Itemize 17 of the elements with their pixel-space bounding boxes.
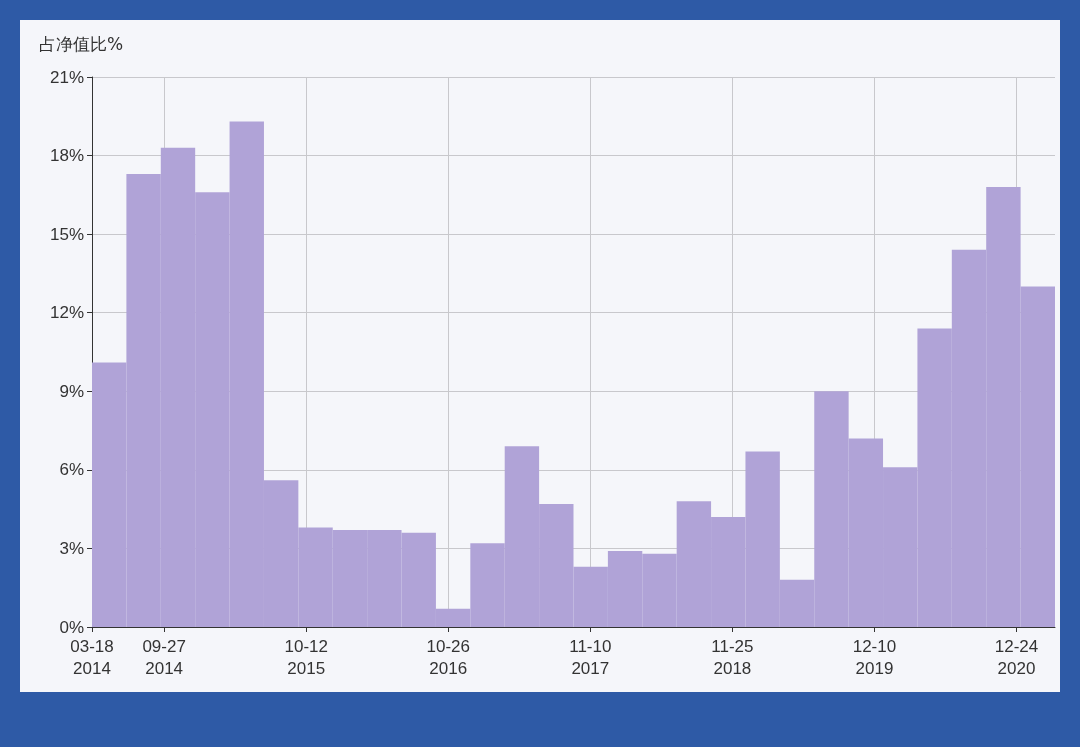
y-tick-label: 3% — [59, 538, 84, 558]
y-tick-label: 15% — [49, 224, 84, 244]
x-tick-label: 12-10 2019 — [852, 636, 897, 678]
x-tick-label: 03-18 2014 — [70, 636, 114, 678]
x-tick-label: 12-24 2020 — [994, 636, 1039, 678]
x-tick-label: 10-12 2015 — [284, 636, 328, 678]
y-tick-label: 0% — [59, 617, 84, 637]
x-tick-label: 10-26 2016 — [426, 636, 471, 678]
y-tick-label: 12% — [49, 303, 84, 323]
y-tick-label: 21% — [49, 67, 84, 87]
y-tick-label: 18% — [49, 146, 84, 166]
x-tick-label: 09-27 2014 — [142, 636, 186, 678]
y-tick-label: 6% — [59, 460, 84, 480]
x-tick-label: 11-10 2017 — [569, 636, 612, 678]
x-tick-label: 11-25 2018 — [711, 636, 754, 678]
y-axis-title: 占净值比% — [39, 33, 124, 54]
y-tick-label: 9% — [59, 381, 84, 401]
